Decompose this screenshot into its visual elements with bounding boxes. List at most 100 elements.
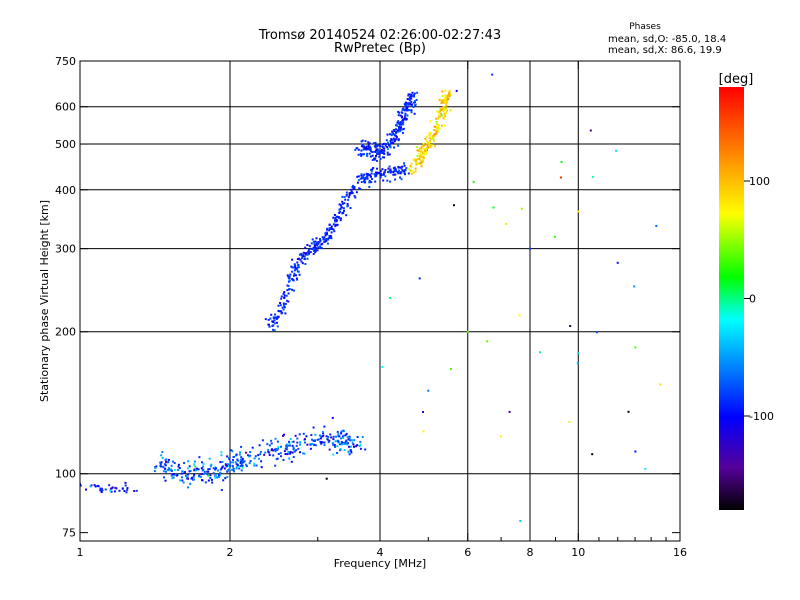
data-point <box>316 249 319 252</box>
data-point <box>202 462 205 465</box>
data-point <box>227 469 230 472</box>
data-point <box>347 196 350 199</box>
data-point <box>321 236 324 239</box>
data-point <box>273 322 276 325</box>
data-point <box>413 158 416 161</box>
colorbar-tick-label: -100 <box>749 410 774 423</box>
data-point <box>437 128 440 131</box>
data-point <box>402 121 405 124</box>
data-point <box>344 198 347 201</box>
data-point <box>353 439 356 442</box>
data-point <box>294 267 297 270</box>
data-point <box>401 120 403 123</box>
data-point <box>349 439 352 442</box>
data-point <box>529 247 531 250</box>
data-point <box>277 453 280 455</box>
data-point <box>410 100 413 103</box>
data-point <box>309 447 312 450</box>
data-point <box>251 446 254 449</box>
data-point <box>338 203 341 206</box>
data-point <box>359 152 362 155</box>
data-point <box>368 181 371 184</box>
data-point <box>365 172 368 175</box>
data-point <box>258 444 261 447</box>
data-point <box>292 456 295 458</box>
data-point <box>401 108 404 111</box>
data-point <box>403 103 406 106</box>
data-point <box>309 443 312 446</box>
data-point <box>422 151 425 154</box>
data-point <box>193 473 196 476</box>
data-point <box>302 251 305 254</box>
data-point <box>328 223 331 226</box>
data-point <box>287 275 290 278</box>
data-point <box>415 161 418 164</box>
colorbar-tick-label: 0 <box>749 293 756 306</box>
data-point <box>381 150 384 153</box>
data-point <box>404 105 407 108</box>
data-point <box>320 435 323 438</box>
data-point <box>304 246 307 249</box>
data-point <box>124 481 127 484</box>
data-point <box>232 470 235 473</box>
data-point <box>89 485 92 488</box>
data-point <box>293 274 295 277</box>
data-point <box>271 448 273 451</box>
data-point <box>165 458 168 461</box>
data-point <box>286 448 289 451</box>
data-point <box>287 292 290 295</box>
data-point <box>283 294 286 297</box>
data-point <box>371 178 373 180</box>
data-point <box>291 444 294 447</box>
data-point <box>80 484 82 487</box>
data-point <box>285 294 288 297</box>
data-point <box>173 474 176 476</box>
data-point <box>249 454 252 457</box>
data-point <box>424 149 426 152</box>
data-point <box>202 473 205 476</box>
data-point <box>259 453 262 456</box>
data-point <box>177 465 180 468</box>
data-point <box>297 266 300 269</box>
data-point <box>323 236 326 239</box>
data-point <box>346 443 349 446</box>
data-point <box>420 165 423 168</box>
data-point <box>335 435 338 438</box>
data-point <box>281 306 284 309</box>
data-point <box>296 441 299 444</box>
data-point <box>388 165 391 168</box>
data-point <box>432 136 434 139</box>
data-point <box>291 258 294 261</box>
data-point <box>325 238 328 240</box>
data-point <box>426 149 428 152</box>
data-point <box>410 166 413 168</box>
data-point <box>280 455 282 458</box>
data-point <box>334 445 336 448</box>
data-point <box>418 277 421 280</box>
data-point <box>287 277 290 280</box>
data-point <box>318 241 321 244</box>
data-point <box>228 468 231 470</box>
data-point <box>392 137 395 140</box>
data-point <box>225 465 228 468</box>
data-point <box>370 169 373 172</box>
data-point <box>334 219 336 222</box>
data-point <box>305 252 308 255</box>
data-point <box>340 432 343 435</box>
data-point <box>202 465 205 468</box>
data-point <box>304 263 307 265</box>
data-point <box>253 457 256 460</box>
data-point <box>282 292 285 295</box>
data-point <box>301 262 304 265</box>
data-point <box>319 239 322 242</box>
data-point <box>163 476 165 479</box>
data-point <box>411 94 414 97</box>
data-point <box>327 238 330 241</box>
stats-x-mode: mean, sd,X: 86.6, 19.9 <box>608 45 722 56</box>
data-point <box>276 457 279 460</box>
data-point <box>277 310 280 312</box>
data-point <box>300 254 303 257</box>
data-point <box>253 462 256 465</box>
data-point <box>100 490 103 493</box>
data-point <box>376 167 378 170</box>
